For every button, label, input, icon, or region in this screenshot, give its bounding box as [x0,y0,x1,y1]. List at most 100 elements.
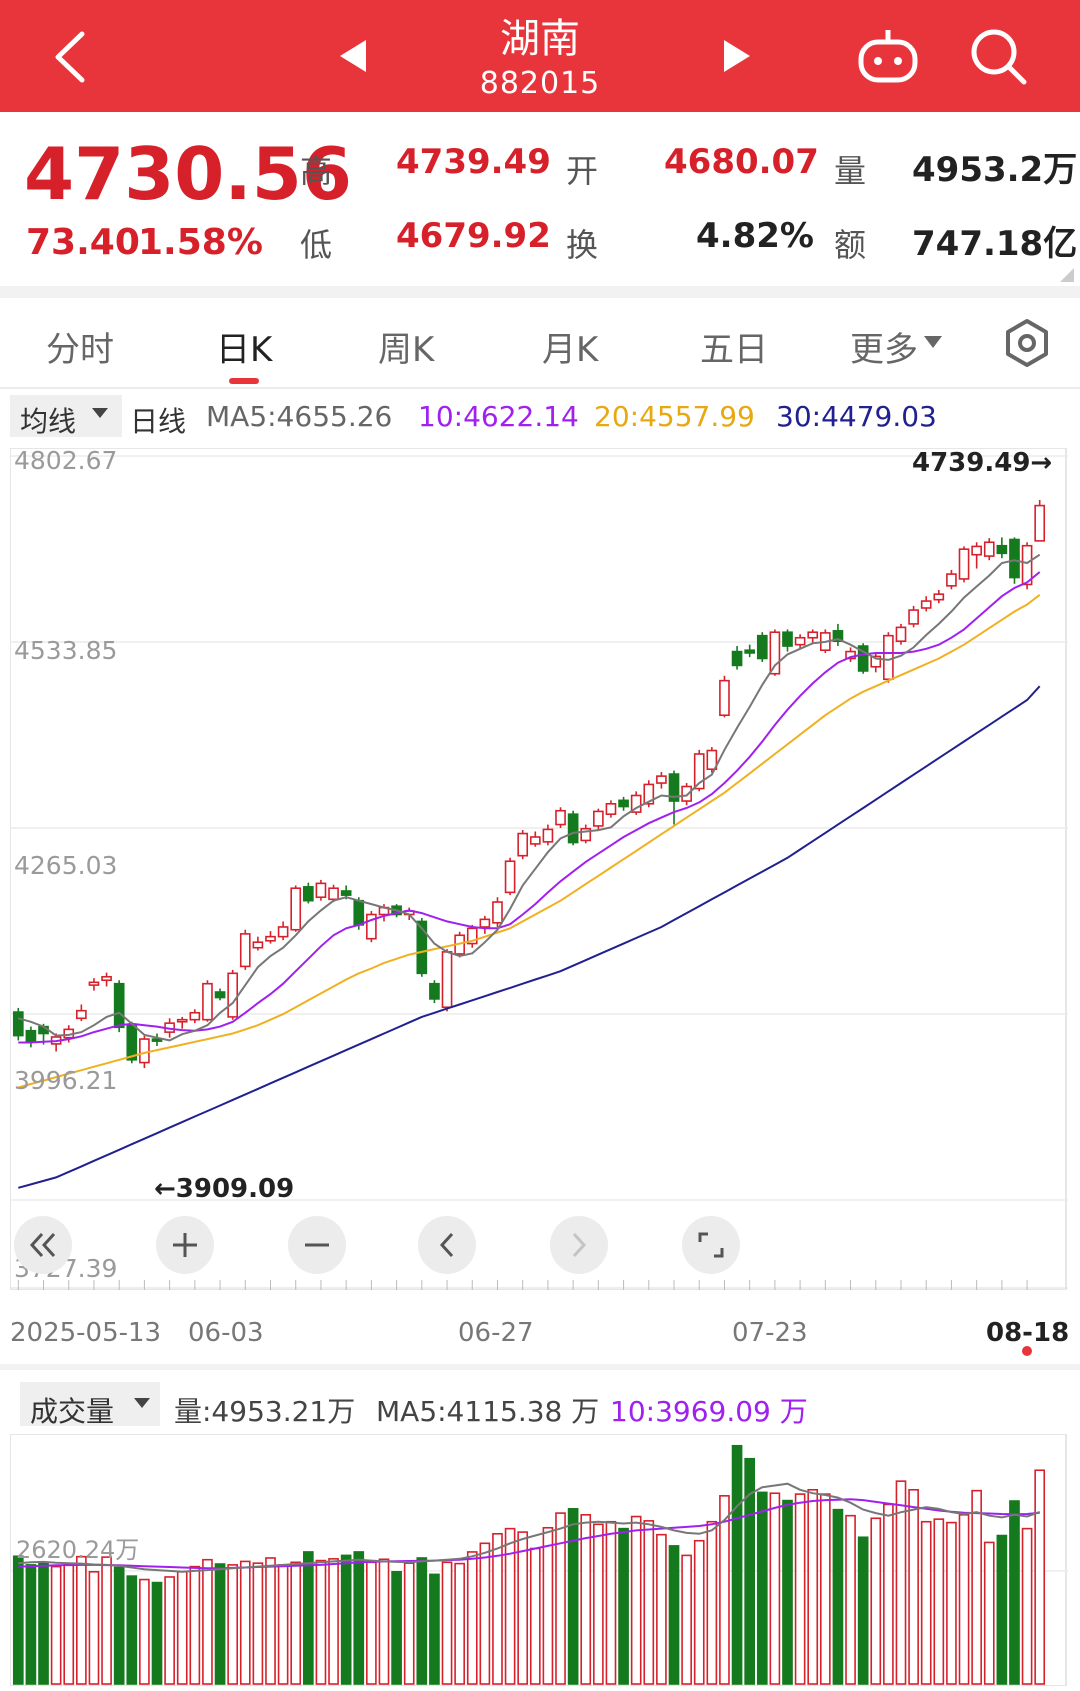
candle-up [706,749,718,771]
volume-bar-up [794,1493,806,1685]
candle-down [744,649,756,654]
volume-bar-up [202,1558,213,1685]
candle-down [782,631,793,647]
candle-up [189,1011,201,1021]
candle-up [845,650,856,660]
candle-down [353,899,365,926]
candle-up [605,803,617,815]
candle-down [416,920,428,975]
volume-bar-up [315,1559,327,1685]
candle-down [567,813,579,844]
candlestick-chart[interactable] [10,448,1068,1290]
fullscreen-button[interactable] [682,1216,740,1274]
scroll-start-button[interactable] [14,1216,72,1274]
tab-monthly-k[interactable]: 月K [542,330,599,370]
candle-down [668,773,680,802]
y-tick-label: 3996.21 [14,1066,118,1095]
volume-bar-up [466,1551,478,1685]
volume-bar-up [139,1578,150,1685]
ma-dropdown-icon[interactable] [92,408,108,420]
volume-bar-up [239,1560,251,1685]
plus-icon [173,1233,197,1257]
volume-bar-down [744,1457,756,1685]
next-triangle-icon[interactable] [716,36,756,76]
candle-up [202,982,213,1021]
ma10-value: 10:4622.14 [418,400,579,433]
ma-period: 日线 [130,405,187,438]
volume-bar-up [277,1564,289,1685]
tab-intraday[interactable]: 分时 [46,330,114,370]
candle-up [139,1038,150,1064]
ma20-line [18,594,1041,1089]
volume-bar-up [176,1570,188,1685]
high-label: 高 [300,152,333,190]
volume-ma10: 10:3969.09 万 [610,1395,808,1428]
candle-down [340,890,352,896]
tab-five-day[interactable]: 五日 [700,330,768,370]
candle-up [479,918,491,928]
amount-label: 额 [834,226,867,264]
candle-up [504,860,516,894]
ma-selector-bg[interactable] [10,395,122,437]
candle-up [542,828,554,843]
volume-bar-up [580,1514,592,1685]
volume-bar-up [630,1515,642,1685]
scroll-left-button[interactable] [418,1216,476,1274]
back-chevron-icon[interactable] [40,22,100,92]
volume-bar-down [857,1536,869,1685]
volume-frame [10,1434,1067,1686]
volume-selector-bg[interactable] [20,1382,160,1426]
tab-weekly-k[interactable]: 周K [378,330,435,370]
candle-up [933,593,945,601]
high-value: 4739.49 [396,142,551,182]
candle-up [529,836,541,845]
candle-up [643,783,655,805]
volume-chart[interactable] [10,1434,1068,1686]
low-value: 4679.92 [396,216,551,256]
robot-icon[interactable] [855,22,921,88]
volume-bar-up [366,1561,377,1685]
tab-daily-k[interactable]: 日K [216,330,273,370]
volume-bar-up [845,1514,856,1685]
search-icon[interactable] [966,24,1032,90]
volume-dropdown-icon[interactable] [134,1398,150,1410]
volume-bar-up [719,1495,730,1685]
settings-hexagon-icon[interactable] [1002,318,1052,368]
prev-triangle-icon[interactable] [334,36,374,76]
candle-up [315,882,327,899]
zoom-in-button[interactable] [156,1216,214,1274]
candle-up [656,775,667,784]
zoom-out-button[interactable] [288,1216,346,1274]
ma30-value: 30:4479.03 [776,400,937,433]
turnover-value: 4.82% [696,216,814,256]
volume-bar-down [756,1491,768,1685]
double-chevron-left-icon [29,1232,56,1258]
volume-bar-up [681,1554,692,1685]
chart-frame [10,448,1067,1290]
volume-bar-up [819,1493,831,1685]
candle-up [265,935,276,942]
candle-up [719,679,730,717]
candle-down [996,544,1008,555]
candle-up [76,1009,87,1020]
volume-bar-up [164,1576,175,1685]
x-tick-label: 06-27 [458,1318,534,1348]
more-dropdown-icon[interactable] [924,336,942,350]
open-label: 开 [566,152,599,190]
candle-up [239,933,251,968]
volume-bar-up [769,1492,781,1685]
ma-selector[interactable]: 均线 [20,405,77,438]
turnover-label: 换 [566,226,599,264]
volume-bar-down [416,1557,428,1685]
scroll-right-button[interactable] [550,1216,608,1274]
fullscreen-icon [698,1232,724,1258]
volume-bar-up [101,1556,112,1685]
candle-up [870,655,882,668]
candle-down [302,886,314,902]
volume-selector[interactable]: 成交量 [30,1395,115,1428]
volume-ma5-line [18,1482,1041,1573]
volume-bar-up [593,1523,604,1685]
tab-more[interactable]: 更多 [850,330,918,370]
chart-divider [0,1364,1080,1370]
volume-bar-up [290,1561,302,1685]
